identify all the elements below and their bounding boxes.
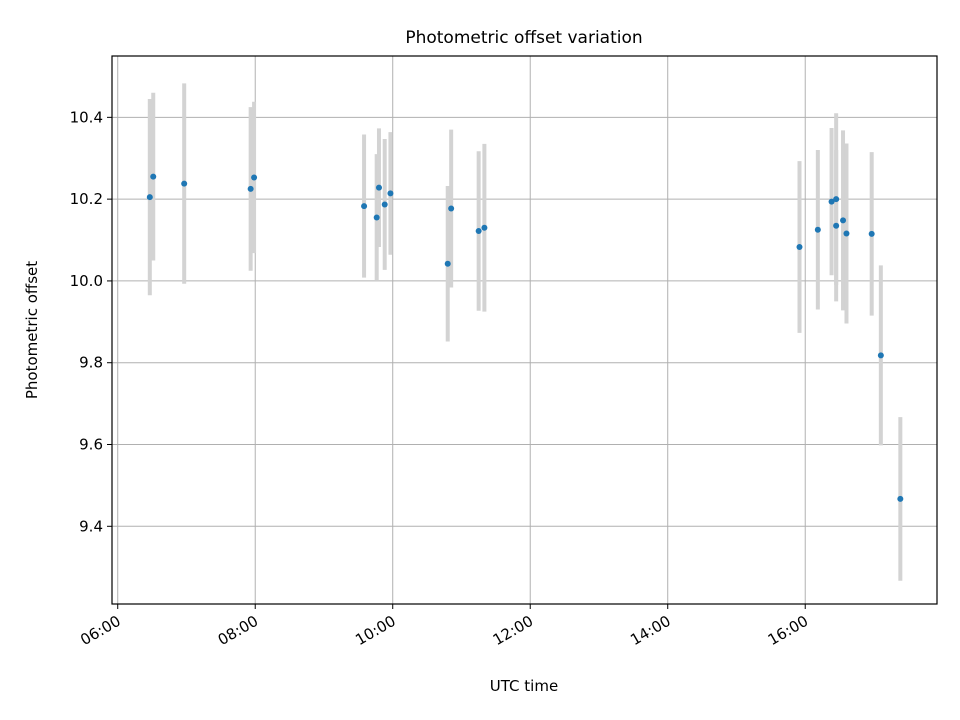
y-axis-ticks: 9.4 9.6 9.8 10.0 10.2 10.4 <box>70 108 112 535</box>
data-point <box>146 194 153 201</box>
data-point <box>448 205 455 212</box>
y-tick-label: 9.4 <box>79 517 103 535</box>
y-tick-label: 9.6 <box>79 436 103 454</box>
data-point <box>375 184 382 191</box>
x-tick-label: 08:00 <box>215 612 261 649</box>
data-point <box>868 230 875 237</box>
x-tick-label: 12:00 <box>490 612 536 649</box>
y-axis-label: Photometric offset <box>23 261 41 399</box>
y-tick-label: 10.2 <box>70 190 103 208</box>
data-point <box>897 495 904 502</box>
data-point <box>373 214 380 221</box>
data-point <box>150 173 157 180</box>
data-point <box>796 243 803 250</box>
data-point <box>843 230 850 237</box>
x-axis-label: UTC time <box>490 677 558 695</box>
y-tick-label: 10.0 <box>70 272 103 290</box>
data-point <box>444 260 451 267</box>
data-point <box>387 190 394 197</box>
data-point <box>840 217 847 224</box>
x-tick-label: 16:00 <box>765 612 811 649</box>
error-bars <box>147 83 903 581</box>
grid-lines <box>112 56 937 604</box>
data-point <box>828 198 835 205</box>
data-point <box>247 185 254 192</box>
data-point <box>475 228 482 235</box>
x-tick-label: 14:00 <box>627 612 673 649</box>
x-tick-label: 06:00 <box>77 612 123 649</box>
data-point <box>361 203 368 210</box>
data-point <box>833 196 840 203</box>
data-point <box>814 226 821 233</box>
data-point <box>833 222 840 229</box>
data-points <box>146 173 904 502</box>
plot-frame <box>111 55 938 605</box>
chart-title: Photometric offset variation <box>405 28 642 48</box>
data-point <box>877 352 884 359</box>
x-axis-ticks: 06:00 08:00 10:00 12:00 14:00 16:00 <box>77 604 811 649</box>
y-tick-label: 9.8 <box>79 354 103 372</box>
data-point <box>481 224 488 231</box>
x-tick-label: 10:00 <box>352 612 398 649</box>
data-point <box>381 201 388 208</box>
y-tick-label: 10.4 <box>70 108 103 126</box>
data-point <box>251 174 258 181</box>
data-point <box>181 180 188 187</box>
